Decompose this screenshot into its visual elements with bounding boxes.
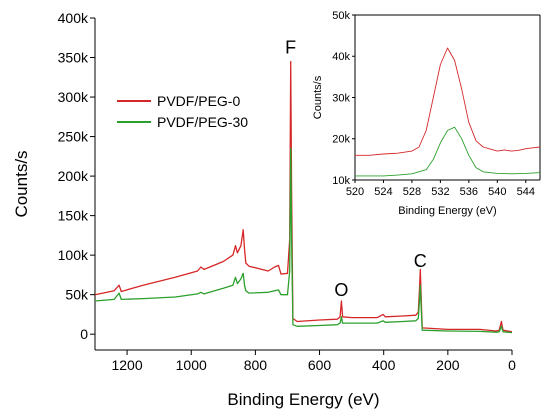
y-tick-label: 50k (332, 10, 350, 22)
y-tick-label: 200k (58, 168, 89, 184)
x-tick-label: 200 (436, 357, 460, 373)
legend-label: PVDF/PEG-30 (157, 114, 248, 130)
y-axis-title: Counts/s (312, 75, 324, 119)
y-tick-label: 0 (80, 326, 88, 342)
series-line-pvdf-peg-0 (355, 47, 541, 156)
y-tick-label: 20k (332, 134, 350, 146)
x-tick-label: 540 (488, 186, 506, 198)
y-tick-label: 300k (58, 89, 89, 105)
x-axis-title: Binding Energy (eV) (227, 390, 379, 409)
main-survey-chart: 0 50k 100k 150k 200k 250k 300k 350k 400k 1200 1000… (12, 10, 516, 409)
series-line-pvdf-peg-30 (355, 126, 541, 177)
x-tick-label: 528 (403, 186, 421, 198)
x-tick-label: 524 (374, 186, 392, 198)
y-tick-label: 40k (332, 51, 350, 63)
x-tick-label: 1200 (111, 357, 142, 373)
x-tick-label: 536 (460, 186, 478, 198)
y-tick-label: 30k (332, 92, 350, 104)
peak-annotation-o: O (334, 280, 348, 300)
x-tick-label: 400 (372, 357, 396, 373)
y-tick-label: 50k (65, 287, 89, 303)
y-axis-title: Counts/s (12, 150, 31, 217)
x-tick-label: 600 (308, 357, 332, 373)
legend-label: PVDF/PEG-0 (157, 93, 240, 109)
series-line-pvdf-peg-30 (94, 147, 513, 334)
y-tick-label: 350k (58, 49, 89, 65)
x-tick-label: 1000 (176, 357, 207, 373)
y-tick-label: 10k (332, 175, 350, 187)
x-tick-label: 0 (508, 357, 516, 373)
y-tick-label: 250k (58, 128, 89, 144)
y-tick-label: 150k (58, 208, 89, 224)
x-axis-title: Binding Energy (eV) (398, 205, 496, 217)
peak-annotation-c: C (414, 251, 427, 271)
y-tick-label: 100k (58, 247, 89, 263)
inset-o1s-chart: 10k 20k 30k 40k 50k 520 524 528 532 536 540 544 Bind… (312, 10, 541, 217)
x-tick-label: 532 (431, 186, 449, 198)
y-tick-label: 400k (58, 10, 89, 26)
x-tick-label: 520 (346, 186, 364, 198)
x-tick-label: 800 (244, 357, 268, 373)
x-tick-label: 544 (517, 186, 535, 198)
peak-annotation-f: F (285, 38, 296, 58)
